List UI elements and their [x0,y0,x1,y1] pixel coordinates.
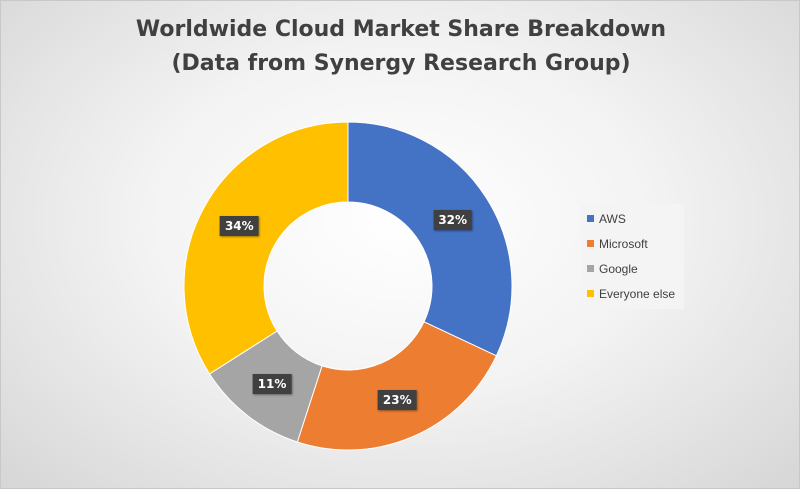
legend-swatch [587,240,594,247]
chart-subtitle: (Data from Synergy Research Group) [171,51,631,76]
data-label-google: 11% [252,373,292,394]
legend-swatch [587,290,594,297]
legend-label: AWS [599,211,626,226]
legend-item-google: Google [581,256,684,281]
data-label-microsoft: 23% [377,389,417,410]
data-label-aws: 32% [433,209,473,230]
legend-item-everyone-else: Everyone else [581,281,684,306]
legend-swatch [587,215,594,222]
data-label-everyone-else: 34% [219,216,259,237]
chart-legend: AWS Microsoft Google Everyone else [581,204,684,309]
legend-label: Everyone else [599,286,676,301]
legend-swatch [587,265,594,272]
legend-label: Microsoft [599,236,648,251]
slice-aws [347,121,513,357]
legend-item-aws: AWS [581,206,684,231]
slice-everyone-else [183,121,349,375]
legend-item-microsoft: Microsoft [581,231,684,256]
slice-microsoft [296,321,498,451]
chart-title-block: Worldwide Cloud Market Share Breakdown (… [1,13,800,81]
legend-label: Google [599,261,638,276]
chart-title: Worldwide Cloud Market Share Breakdown [135,17,667,42]
